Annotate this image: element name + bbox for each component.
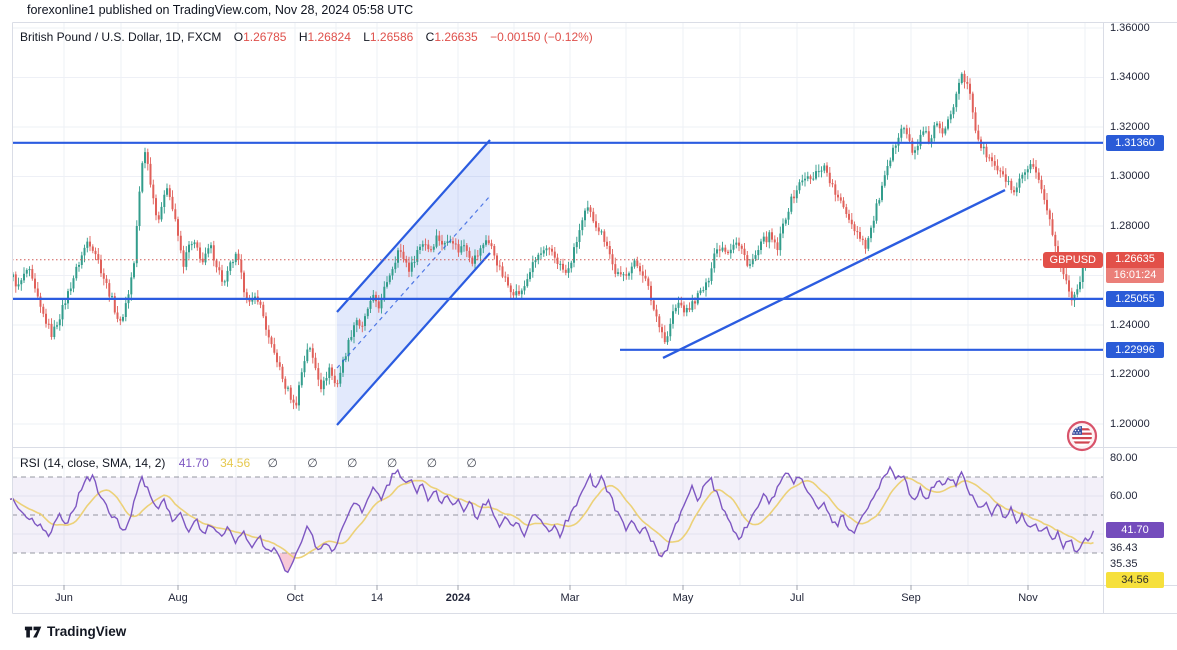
open-label: O	[233, 30, 244, 44]
channel-lower-line[interactable]	[336, 252, 491, 426]
rsi-title: RSI (14, close, SMA, 14, 2)	[20, 456, 166, 470]
price-axis-tick: 1.32000	[1110, 121, 1150, 133]
price-axis-tick: 1.28000	[1110, 220, 1150, 232]
time-axis-tick: 2024	[445, 592, 471, 604]
time-axis-tick: Aug	[168, 592, 188, 604]
symbol-price-tag[interactable]: GBPUSD	[1042, 252, 1103, 268]
low-label: L	[363, 30, 370, 44]
high-value: 1.26824	[307, 30, 351, 44]
up-candle-bodies	[12, 73, 1087, 406]
symbol-legend[interactable]: British Pound / U.S. Dollar, 1D, FXCM O1…	[20, 30, 593, 44]
rsi-value-label: 41.70	[1106, 522, 1164, 538]
close-label: C	[425, 30, 435, 44]
price-axis-tick: 1.20000	[1110, 418, 1150, 430]
rsi-axis-tick: 35.35	[1110, 558, 1138, 570]
last-price-label[interactable]: 1.26635 16:01:24	[1106, 252, 1164, 283]
support-level-label[interactable]: 1.25055	[1106, 291, 1164, 307]
price-axis-tick: 1.36000	[1110, 22, 1150, 34]
rsi-oversold-fill	[279, 553, 296, 573]
time-axis-tick: Jun	[55, 592, 73, 604]
publish-header: forexonline1 published on TradingView.co…	[27, 3, 414, 17]
support2-level-label[interactable]: 1.22996	[1106, 342, 1164, 358]
rsi-axis-tick: 36.43	[1110, 542, 1138, 554]
rsi-sma-line	[9, 477, 1094, 559]
high-label: H	[298, 30, 308, 44]
rsi-axis-tick: 80.00	[1110, 452, 1138, 464]
open-value: 1.26785	[243, 30, 287, 44]
rsi-axis-tick: 60.00	[1110, 490, 1138, 502]
time-axis-tick: Oct	[286, 592, 304, 604]
channel-midline	[336, 195, 491, 369]
low-value: 1.26586	[369, 30, 414, 44]
change-value: −0.00150 (−0.12%)	[490, 30, 593, 44]
resistance-level-label[interactable]: 1.31360	[1106, 135, 1164, 151]
up-candle-wicks	[12, 72, 1086, 411]
rsi-empty-values: ∅ ∅ ∅ ∅ ∅ ∅	[267, 456, 490, 470]
time-axis-tick: Jul	[789, 592, 805, 604]
down-candle-wicks	[15, 70, 1073, 410]
tradingview-brand[interactable]: TradingView	[47, 624, 127, 639]
rsi-line[interactable]	[9, 465, 1095, 574]
bar-countdown: 16:01:24	[1106, 267, 1164, 283]
channel-upper-line[interactable]	[336, 139, 491, 313]
price-axis-tick: 1.30000	[1110, 170, 1150, 182]
us-flag-event-icon[interactable]	[1066, 420, 1098, 452]
symbol-title: British Pound / U.S. Dollar, 1D, FXCM	[20, 30, 222, 44]
trendline[interactable]	[662, 189, 1006, 359]
rsi-sma-value: 34.56	[220, 456, 251, 470]
close-value: 1.26635	[434, 30, 478, 44]
last-price-value: 1.26635	[1106, 252, 1164, 268]
time-axis-tick: Nov	[1018, 592, 1038, 604]
tradingview-logo-icon[interactable]	[24, 625, 44, 640]
price-axis-tick: 1.34000	[1110, 71, 1150, 83]
down-candle-bodies	[14, 73, 1073, 406]
time-axis-tick: May	[672, 592, 694, 604]
time-axis-tick: Sep	[901, 592, 921, 604]
rsi-legend[interactable]: RSI (14, close, SMA, 14, 2) 41.70 34.56 …	[20, 456, 490, 470]
rsi-sma-label: 34.56	[1106, 572, 1164, 588]
time-axis-tick: 14	[370, 592, 384, 604]
rsi-value: 41.70	[178, 456, 209, 470]
price-axis-tick: 1.22000	[1110, 368, 1150, 380]
time-axis-tick: Mar	[560, 592, 580, 604]
price-axis-tick: 1.24000	[1110, 319, 1150, 331]
